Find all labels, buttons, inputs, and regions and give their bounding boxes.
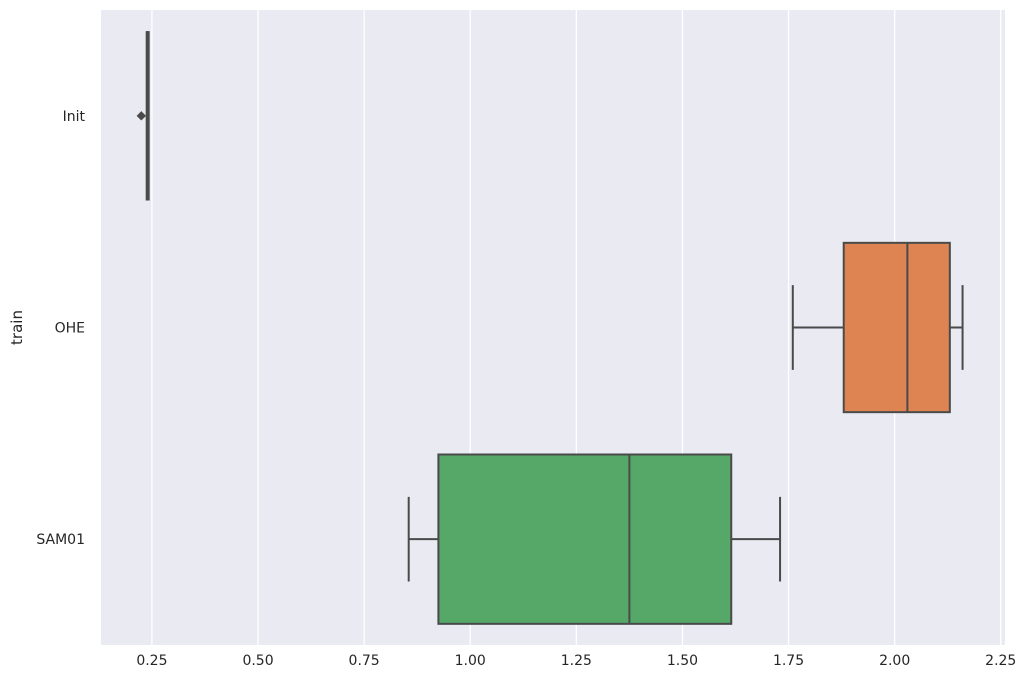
y-tick-label: Init: [63, 109, 86, 125]
y-tick-label: SAM01: [36, 532, 85, 548]
x-tick-label: 1.50: [667, 653, 698, 669]
x-tick-label: 2.00: [879, 653, 910, 669]
x-tick-label: 0.75: [349, 653, 380, 669]
x-tick-label: 2.25: [985, 653, 1016, 669]
outlier-point: [136, 111, 147, 121]
boxes: [136, 31, 964, 625]
x-tick-labels: 0.25 0.50 0.75 1.00 1.25 1.50 1.75 2.00 2.25: [136, 653, 1016, 669]
x-tick-label: 1.00: [455, 653, 486, 669]
x-tick-label: 1.25: [561, 653, 592, 669]
x-tick-label: 0.25: [136, 653, 167, 669]
x-tick-label: 0.50: [242, 653, 273, 669]
y-tick-label: OHE: [55, 321, 85, 337]
gridlines: [151, 10, 1002, 645]
x-tick-label: 1.75: [773, 653, 804, 669]
box-ohe: [791, 241, 964, 414]
y-axis-label: train: [8, 310, 26, 345]
box-body: [842, 241, 951, 414]
box-body: [437, 453, 733, 625]
box-sam01: [407, 453, 782, 625]
y-tick-labels: Init OHE SAM01: [36, 109, 85, 548]
box-init: [136, 31, 150, 201]
